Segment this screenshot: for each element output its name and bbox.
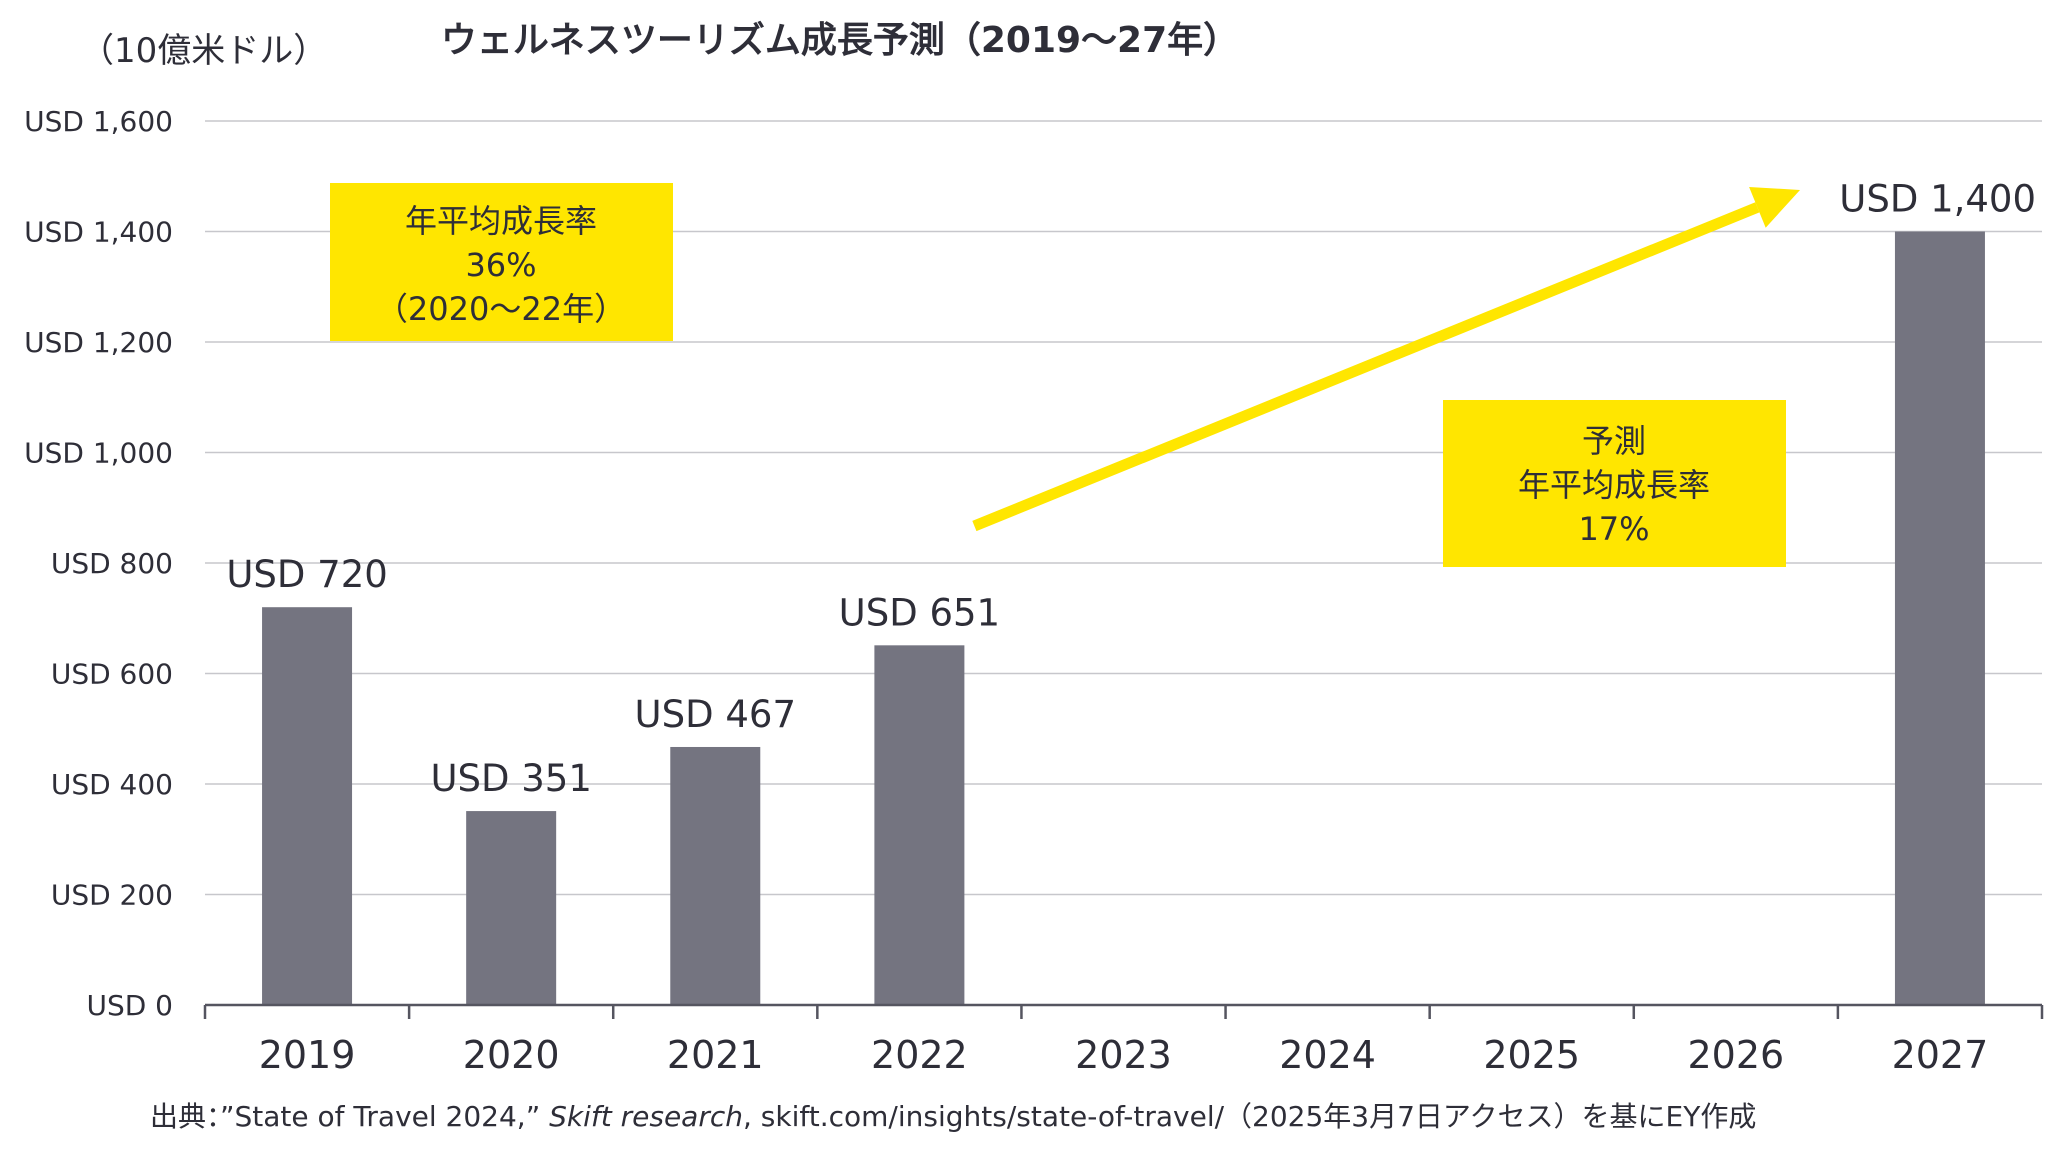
annotation-line: 17% — [1578, 510, 1649, 548]
trend-arrow — [972, 186, 1800, 532]
annotation-box-bg — [330, 183, 673, 341]
annotation-line: 年平均成長率 — [1518, 466, 1710, 504]
x-tick-label: 2027 — [1892, 1033, 1989, 1077]
x-tick-label: 2026 — [1687, 1033, 1784, 1077]
bar-2020 — [466, 811, 557, 1005]
y-tick-label: USD 1,600 — [24, 105, 173, 138]
arrow-head — [1749, 186, 1800, 228]
bar-2021 — [670, 746, 761, 1005]
y-tick-label: USD 200 — [51, 879, 173, 912]
data-labels: USD 720 USD 351 USD 467 USD 651 USD 1,400 — [226, 178, 2036, 801]
x-tick-label: 2025 — [1483, 1033, 1580, 1077]
bar-2019 — [262, 607, 353, 1005]
unit-label: （10億米ドル） — [80, 31, 327, 71]
y-tick-label: USD 0 — [86, 989, 173, 1022]
x-tick-label: 2020 — [463, 1033, 560, 1077]
data-label: USD 720 — [226, 553, 387, 596]
annotation-box-cagr-actual: 年平均成長率 36% （2020〜22年） — [330, 183, 673, 341]
y-tick-label: USD 800 — [51, 547, 173, 580]
data-label: USD 351 — [430, 757, 591, 800]
source-note: 出典：”State of Travel 2024,” Skift researc… — [150, 1100, 1756, 1133]
y-tick-label: USD 1,000 — [24, 437, 173, 470]
chart-title: ウェルネスツーリズム成長予測（2019〜27年） — [441, 19, 1239, 61]
x-tick-label: 2024 — [1279, 1033, 1376, 1077]
y-tick-labels: USD 0 USD 200 USD 400 USD 600 USD 800 USD 1,0… — [24, 105, 173, 1022]
data-label: USD 467 — [635, 693, 796, 736]
y-tick-label: USD 400 — [51, 768, 173, 801]
annotation-line: 予測 — [1582, 422, 1646, 460]
y-tick-label: USD 600 — [51, 658, 173, 691]
annotation-line: （2020〜22年） — [376, 290, 626, 328]
source-suffix: , skift.com/insights/state-of-travel/（20… — [743, 1100, 1756, 1133]
arrow-shaft — [972, 202, 1760, 532]
x-tick-label: 2023 — [1075, 1033, 1172, 1077]
x-tick-label: 2021 — [667, 1033, 764, 1077]
annotation-line: 年平均成長率 — [405, 202, 597, 240]
bar-2027 — [1894, 231, 1985, 1005]
y-tick-label: USD 1,400 — [24, 216, 173, 249]
bars — [262, 231, 1985, 1005]
data-label: USD 651 — [839, 591, 1000, 634]
data-label: USD 1,400 — [1839, 178, 2036, 221]
annotation-line: 36% — [465, 246, 536, 284]
bar-2022 — [874, 645, 965, 1005]
x-tick-label: 2022 — [871, 1033, 968, 1077]
x-tick-label: 2019 — [259, 1033, 356, 1077]
source-italic: Skift research — [549, 1100, 743, 1133]
source-prefix: 出典：”State of Travel 2024,” — [150, 1100, 549, 1133]
annotation-box-bg — [1443, 400, 1786, 567]
x-axis — [203, 1003, 2044, 1019]
annotation-box-cagr-forecast: 予測 年平均成長率 17% — [1443, 400, 1786, 567]
y-tick-label: USD 1,200 — [24, 326, 173, 359]
x-tick-labels: 2019 2020 2021 2022 2023 2024 2025 2026 2027 — [259, 1033, 1989, 1077]
